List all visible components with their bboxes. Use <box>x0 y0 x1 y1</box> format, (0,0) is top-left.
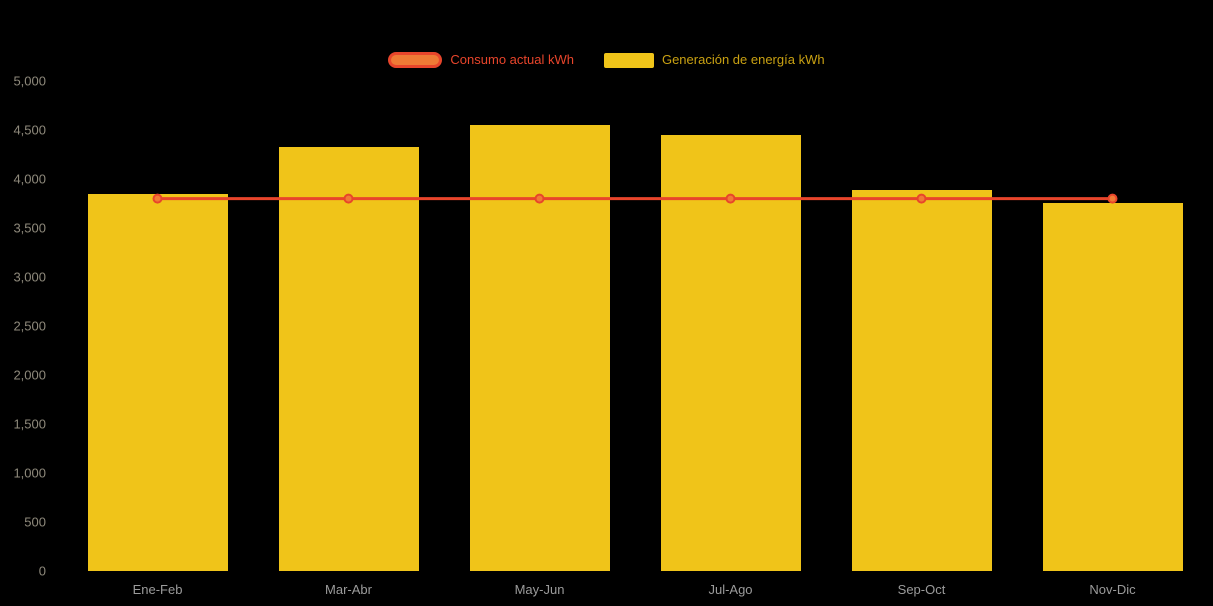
generation-bar <box>278 146 419 571</box>
x-axis-tick-label: Mar-Abr <box>325 582 372 597</box>
y-axis-tick-label: 2,500 <box>13 318 46 334</box>
y-axis-tick-label: 500 <box>24 514 46 530</box>
legend: Consumo actual kWh Generación de energía… <box>0 52 1213 68</box>
y-axis-tick-label: 5,000 <box>13 73 46 89</box>
y-axis-tick-label: 3,500 <box>13 220 46 236</box>
y-axis-tick-label: 1,500 <box>13 416 46 432</box>
generation-bar <box>1042 202 1183 571</box>
generation-bar <box>469 125 610 571</box>
y-axis-tick-label: 3,000 <box>13 269 46 285</box>
y-axis-tick-label: 4,500 <box>13 122 46 138</box>
x-axis-tick-label: Ene-Feb <box>132 582 183 597</box>
consumo-swatch-icon <box>388 52 443 68</box>
legend-item-consumo[interactable]: Consumo actual kWh <box>388 52 574 68</box>
generacion-swatch-icon <box>603 52 654 68</box>
legend-label-generacion: Generación de energía kWh <box>661 52 825 67</box>
y-axis-tick-label: 0 <box>38 563 46 579</box>
line-marker-icon <box>1107 193 1118 204</box>
legend-item-generacion[interactable]: Generación de energía kWh <box>603 52 825 68</box>
generation-bar <box>87 193 228 571</box>
y-axis-tick-label: 4,000 <box>13 171 46 187</box>
generation-bar <box>660 134 801 571</box>
y-axis-tick-label: 1,000 <box>13 465 46 481</box>
x-axis-tick-label: May-Jun <box>514 582 565 597</box>
y-axis: 0 500 1,000 1,500 2,000 2,500 3,000 3,500 4,000 4… <box>0 74 46 579</box>
generation-bar <box>851 189 992 571</box>
x-axis-tick-label: Sep-Oct <box>897 582 946 597</box>
consumo-line-series <box>152 193 1118 204</box>
x-axis: Ene-Feb Mar-Abr May-Jun Jul-Ago Sep-Oct Nov-D… <box>62 582 1208 602</box>
y-axis-tick-label: 2,000 <box>13 367 46 383</box>
x-axis-tick-label: Jul-Ago <box>708 582 753 597</box>
plot-area <box>62 81 1208 571</box>
x-axis-tick-label: Nov-Dic <box>1089 582 1136 597</box>
legend-label-consumo: Consumo actual kWh <box>450 52 574 67</box>
